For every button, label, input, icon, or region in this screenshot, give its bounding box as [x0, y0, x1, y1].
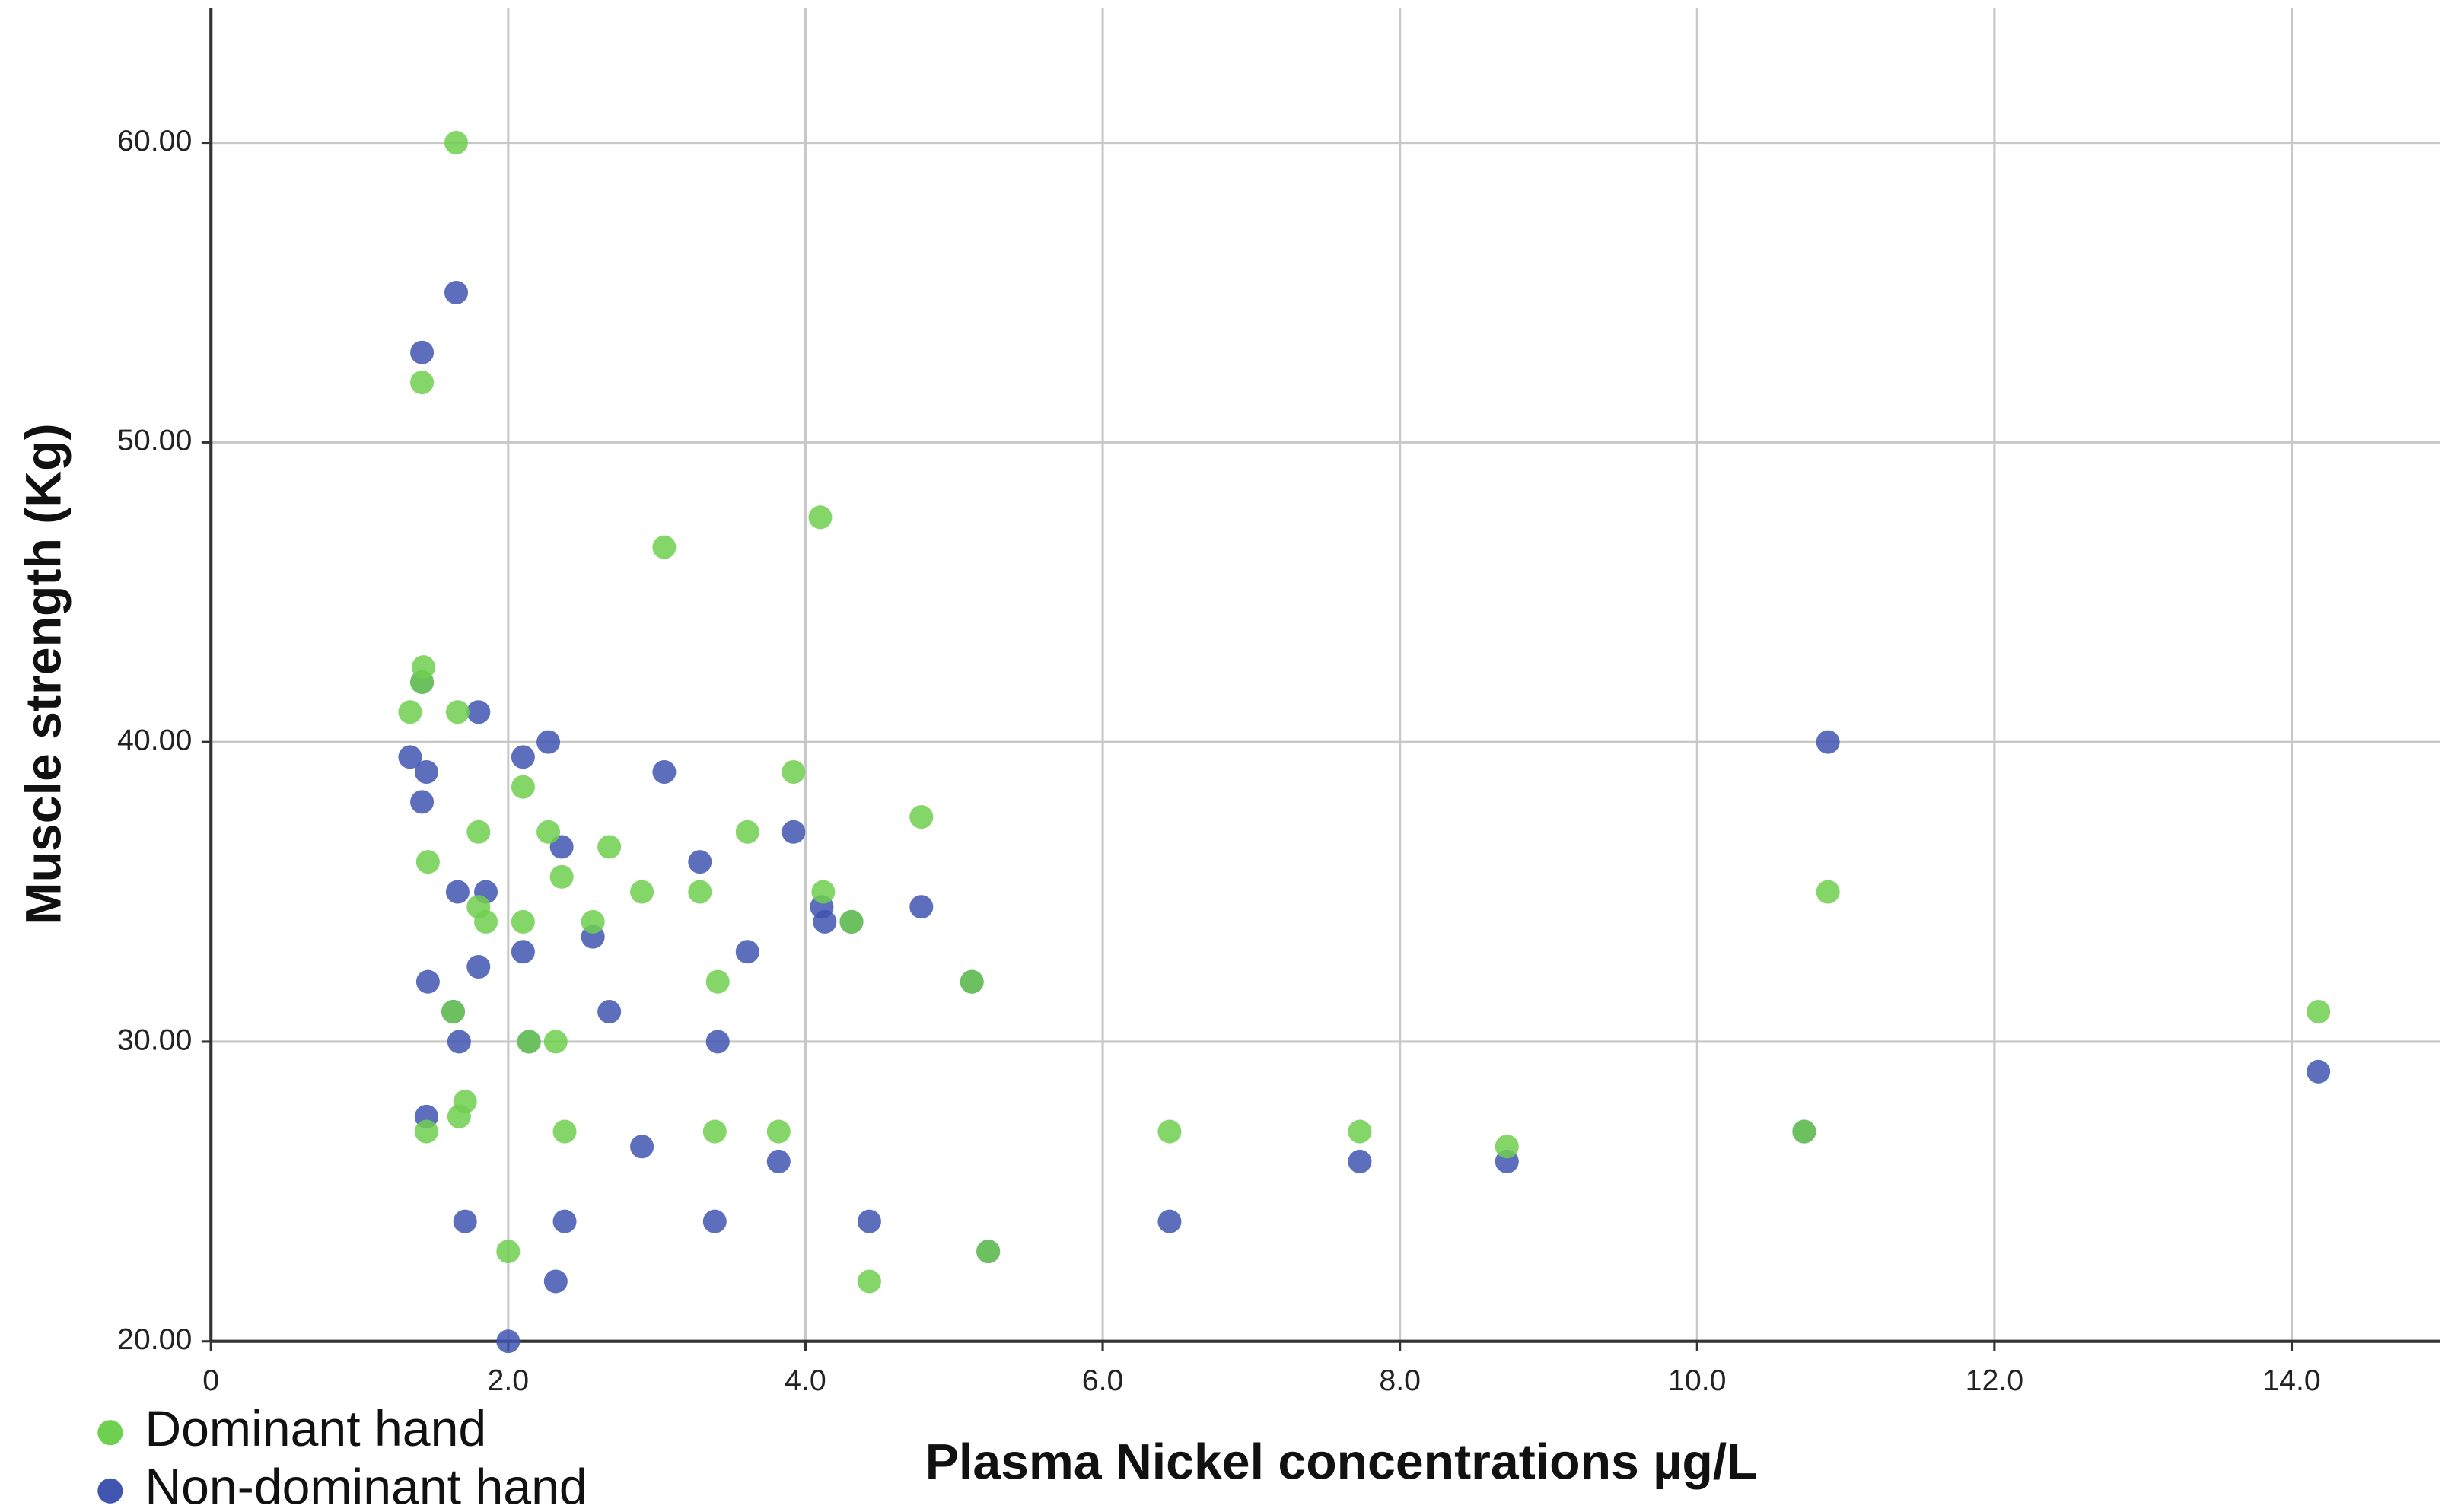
point	[597, 1000, 622, 1024]
point	[630, 1135, 654, 1159]
point	[511, 745, 535, 769]
point	[702, 1209, 727, 1233]
point	[466, 820, 491, 844]
x-axis-label: Plasma Nickel concentrations µg/L	[925, 1434, 1758, 1491]
point	[466, 954, 491, 979]
point	[496, 1240, 521, 1264]
point	[445, 700, 470, 724]
legend-swatch	[97, 1420, 123, 1446]
point	[410, 371, 435, 395]
point	[630, 880, 654, 904]
point	[414, 760, 438, 785]
legend-label: Non-dominant hand	[145, 1459, 587, 1512]
x-tick-label: 8.0	[1379, 1364, 1421, 1397]
point	[536, 730, 561, 754]
point	[1348, 1119, 1372, 1144]
point	[1816, 730, 1840, 754]
point	[1495, 1135, 1519, 1159]
x-tick-label: 12.0	[1966, 1364, 2023, 1397]
point	[441, 1000, 466, 1024]
point	[702, 1119, 727, 1144]
point	[552, 1119, 577, 1144]
point	[415, 969, 440, 994]
point	[414, 1119, 438, 1144]
point	[415, 850, 440, 874]
legend-label: Dominant hand	[145, 1401, 486, 1457]
point	[766, 1149, 791, 1173]
point	[398, 700, 422, 724]
point	[444, 131, 469, 155]
point	[496, 1329, 521, 1354]
x-tick-label: 0	[202, 1364, 219, 1397]
point	[839, 909, 864, 934]
y-tick-label: 60.00	[117, 124, 192, 158]
point	[808, 505, 833, 530]
x-tick-label: 4.0	[785, 1364, 826, 1397]
point	[444, 280, 469, 304]
point	[453, 1209, 477, 1233]
point	[543, 1269, 568, 1294]
point	[410, 790, 435, 814]
point	[735, 820, 759, 844]
point	[398, 745, 422, 769]
point	[2307, 1059, 2331, 1084]
point	[543, 1030, 568, 1054]
point	[1816, 880, 1840, 904]
y-tick-label: 40.00	[117, 724, 192, 757]
point	[1792, 1119, 1816, 1144]
point	[549, 864, 574, 889]
point	[766, 1119, 791, 1144]
point	[782, 760, 806, 785]
point	[652, 760, 677, 785]
point	[474, 909, 498, 934]
point	[735, 940, 759, 964]
point	[2307, 1000, 2331, 1024]
point	[466, 700, 491, 724]
point	[552, 1209, 577, 1233]
point	[447, 1104, 471, 1128]
point	[597, 835, 622, 859]
y-tick-label: 20.00	[117, 1323, 192, 1356]
point	[1157, 1209, 1182, 1233]
point	[536, 820, 561, 844]
y-axis-label: Muscle strength (Kg)	[16, 423, 72, 924]
point	[447, 1030, 471, 1054]
point	[511, 909, 535, 934]
point	[511, 775, 535, 799]
point	[857, 1209, 881, 1233]
x-tick-label: 6.0	[1082, 1364, 1124, 1397]
point	[1157, 1119, 1182, 1144]
y-tick-label: 30.00	[117, 1023, 192, 1056]
point	[688, 850, 712, 874]
point	[813, 909, 837, 934]
x-tick-label: 14.0	[2262, 1364, 2320, 1397]
point	[511, 940, 535, 964]
point	[909, 805, 934, 829]
point	[1348, 1149, 1372, 1173]
point	[705, 969, 730, 994]
point	[445, 880, 470, 904]
x-tick-label: 2.0	[488, 1364, 530, 1397]
point	[688, 880, 712, 904]
point	[811, 880, 836, 904]
point	[517, 1030, 541, 1054]
point	[410, 670, 435, 694]
x-tick-label: 10.0	[1668, 1364, 1726, 1397]
point	[410, 340, 435, 364]
point	[652, 535, 677, 559]
point	[976, 1240, 1001, 1264]
point	[857, 1269, 881, 1294]
point	[705, 1030, 730, 1054]
point	[581, 909, 605, 934]
y-tick-label: 50.00	[117, 424, 192, 457]
point	[782, 820, 806, 844]
point	[960, 969, 984, 994]
legend-swatch	[97, 1478, 123, 1504]
point	[909, 895, 934, 919]
